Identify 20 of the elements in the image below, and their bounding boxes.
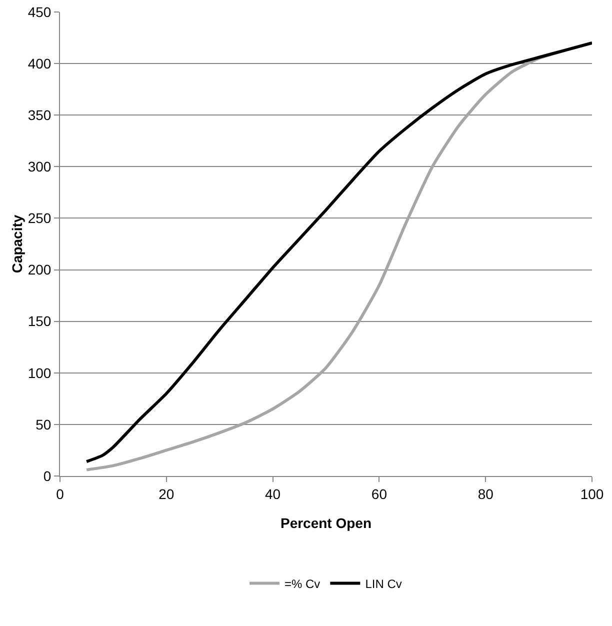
y-tick-label: 300 xyxy=(28,158,52,175)
legend-label: LIN Cv xyxy=(365,576,402,591)
y-tick-label: 150 xyxy=(28,313,52,330)
x-axis-title: Percent Open xyxy=(280,515,372,531)
y-tick-label: 0 xyxy=(43,468,52,484)
legend-label: =% Cv xyxy=(284,576,320,591)
x-tick-label: 0 xyxy=(56,486,64,502)
y-tick-label: 250 xyxy=(28,210,52,226)
y-tick-label: 50 xyxy=(36,416,52,432)
y-tick-label: 100 xyxy=(28,364,52,381)
x-tick-label: 20 xyxy=(158,486,174,502)
y-tick-label: 200 xyxy=(28,262,52,278)
y-tick-label: 400 xyxy=(28,55,52,72)
x-tick-label: 60 xyxy=(371,486,388,502)
x-tick-label: 40 xyxy=(265,486,281,502)
x-tick-label: 100 xyxy=(580,486,604,502)
y-axis-title: Capacity xyxy=(9,214,25,274)
y-tick-label: 350 xyxy=(28,107,52,124)
y-tick-label: 450 xyxy=(28,4,52,20)
x-tick-label: 80 xyxy=(478,486,494,502)
